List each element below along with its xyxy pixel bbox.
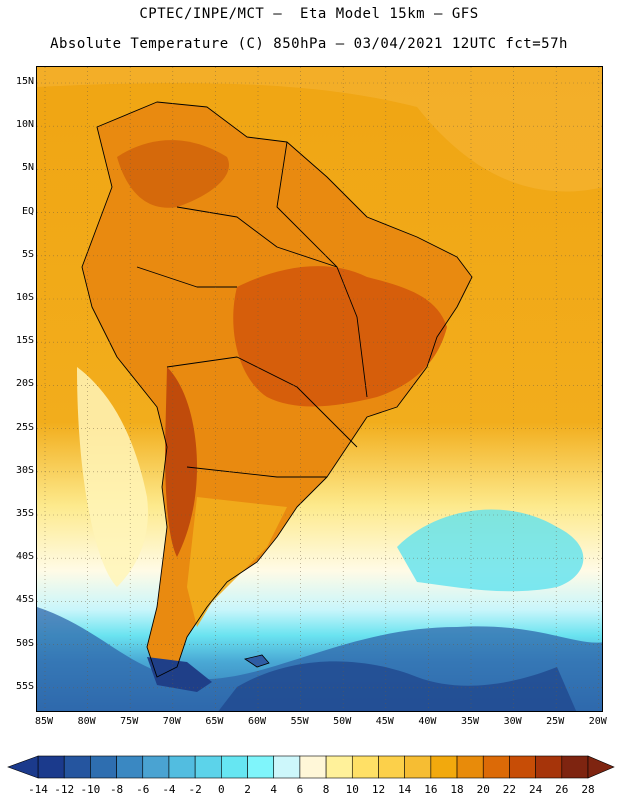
colorbar-segment (456, 755, 484, 779)
colorbar-segment (378, 755, 405, 779)
map-title-line1: CPTEC/INPE/MCT – Eta Model 15km – GFS (139, 6, 479, 22)
colorbar-segment (325, 755, 353, 779)
tierra-del-fuego (147, 657, 212, 692)
colorbar-segment (273, 755, 301, 779)
hot-core-east (233, 266, 447, 407)
colorbar-tick-label: -2 (188, 783, 202, 796)
lon-label: 75W (120, 716, 139, 727)
lat-label: 45S (15, 594, 34, 606)
cold-pool-dark (218, 661, 577, 711)
colorbar-segment (37, 755, 65, 779)
lon-label: 45W (375, 716, 394, 727)
lon-label: 25W (546, 716, 565, 727)
lat-label: 55S (15, 680, 34, 692)
colorbar-tick-label: 10 (345, 783, 359, 796)
colorbar-tick-label: 22 (502, 783, 517, 796)
lon-label: 35W (460, 716, 480, 727)
lon-label: 40W (418, 716, 437, 727)
colorbar-segment (561, 755, 589, 779)
colorbar-tick-label: -4 (162, 783, 176, 796)
colorbar-tick-label: 20 (476, 783, 490, 796)
colorbar-segment (63, 755, 91, 779)
colorbar-segment (430, 755, 458, 779)
colorbar-tick-label: 26 (555, 783, 569, 796)
lat-label: EQ (21, 205, 34, 217)
southern-cone-mild (187, 497, 287, 627)
colorbar-tick-label: 24 (528, 783, 543, 796)
colorbar-segment (194, 755, 222, 779)
lat-label: 40S (15, 551, 34, 563)
colorbar-segment (482, 755, 510, 779)
hot-core-andes (165, 367, 197, 557)
colorbar-segment (90, 755, 117, 779)
lon-label: 30W (503, 716, 522, 727)
falkland-islands (244, 654, 270, 668)
warm-sea-band (37, 67, 602, 192)
lon-label: 65W (205, 716, 224, 727)
lon-label: 60W (247, 716, 267, 727)
lon-label: 20W (588, 716, 607, 727)
cyan-patch (397, 509, 584, 592)
colorbar-tick-label: 4 (270, 783, 278, 796)
colorbar-tick-label: 28 (581, 783, 595, 796)
hot-core-north (117, 140, 229, 208)
country-borders (81, 101, 473, 678)
colorbar-segment (221, 755, 248, 779)
lat-label: 10S (15, 292, 34, 303)
lat-label: 50S (15, 637, 34, 649)
colorbar-tick-label: -12 (54, 783, 75, 796)
temperature-map (36, 66, 603, 712)
colorbar-segment (142, 755, 170, 779)
colorbar-segment (509, 755, 536, 779)
colorbar-segment (299, 755, 327, 779)
colorbar-tick-label: 0 (218, 783, 225, 796)
lon-label: 70W (162, 716, 181, 727)
map-canvas (37, 67, 602, 711)
colorbar-segment (535, 755, 563, 779)
colorbar-tick-label: 8 (322, 783, 330, 796)
colorbar-tick-label: 2 (244, 783, 251, 796)
lat-label: 5N (21, 162, 34, 174)
colorbar-segment (404, 755, 432, 779)
colorbar-tick-label: -8 (109, 783, 124, 796)
graticule (37, 67, 602, 711)
lat-label: 25S (15, 421, 34, 433)
colorbar-tick-label: -10 (80, 783, 101, 796)
colorbar-arrow-left (7, 755, 39, 779)
colorbar-tick-label: 16 (424, 783, 438, 796)
colorbar-segment (247, 755, 275, 779)
lon-label: 55W (290, 716, 309, 727)
lat-label: 15N (15, 76, 34, 87)
colorbar-tick-label: 14 (398, 783, 412, 796)
colorbar-tick-label: -14 (28, 783, 48, 796)
colorbar-tick-label: -6 (136, 783, 150, 796)
lat-label: 15S (15, 335, 34, 347)
colorbar-segment (116, 755, 144, 779)
colorbar (7, 755, 615, 779)
lon-label: 50W (333, 716, 352, 727)
lat-label: 20S (15, 378, 34, 390)
lon-label: 80W (77, 716, 96, 727)
colorbar-tick-label: 6 (296, 783, 304, 796)
colorbar-segment (351, 755, 379, 779)
colorbar-arrow-right (587, 755, 615, 779)
map-title-line2: Absolute Temperature (C) 850hPa – 03/04/… (50, 36, 568, 52)
lat-label: 30S (15, 464, 34, 476)
lon-label: 85W (34, 716, 54, 727)
lat-label: 10N (15, 119, 34, 131)
lat-label: 5S (21, 248, 34, 260)
colorbar-tick-label: 18 (450, 783, 464, 796)
lat-label: 35S (15, 508, 34, 519)
colorbar-segment (168, 755, 196, 779)
colorbar-tick-label: 12 (371, 783, 386, 796)
